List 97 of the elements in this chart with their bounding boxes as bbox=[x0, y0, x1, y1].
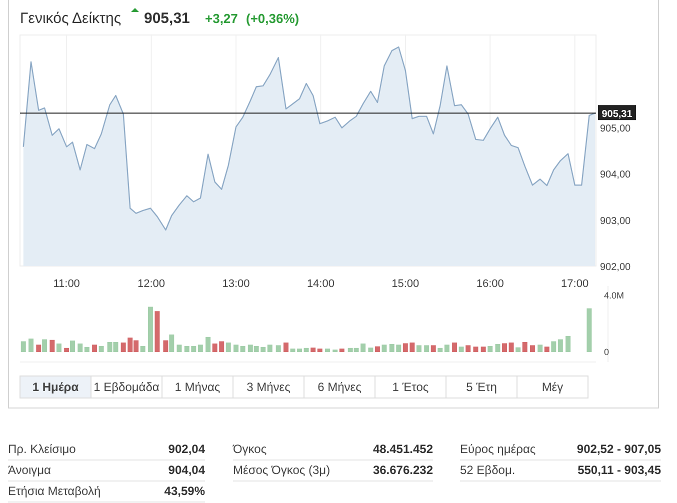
bar bbox=[516, 347, 521, 352]
bar bbox=[50, 340, 55, 352]
bar bbox=[473, 346, 478, 352]
text: 43,59% bbox=[164, 484, 206, 498]
bar bbox=[176, 344, 182, 352]
category-label: 1 Εβδομάδα bbox=[94, 380, 160, 394]
text: Ετήσια Μεταβολή bbox=[8, 484, 101, 498]
y-tick-label: 903,00 bbox=[600, 216, 632, 227]
bar bbox=[163, 340, 168, 352]
bar bbox=[310, 348, 316, 352]
bar bbox=[452, 342, 458, 352]
text: Όγκος bbox=[232, 442, 267, 456]
bar bbox=[92, 344, 98, 352]
x-tick-label: 16:00 bbox=[476, 278, 504, 290]
bar bbox=[466, 345, 471, 352]
bar bbox=[154, 311, 160, 352]
x-tick-label: 13:00 bbox=[222, 278, 250, 290]
bar bbox=[206, 336, 211, 352]
bar bbox=[267, 344, 272, 352]
bar bbox=[480, 346, 486, 352]
bar bbox=[84, 346, 90, 352]
y-tick-label: 4.0M bbox=[604, 290, 624, 301]
bar bbox=[169, 334, 174, 352]
bar bbox=[444, 344, 450, 352]
bar bbox=[495, 344, 500, 352]
bar bbox=[424, 345, 430, 352]
text: 52 Εβδομ. bbox=[460, 463, 516, 477]
category-label: 3 Μήνες bbox=[246, 380, 291, 394]
category-label: 6 Μήνες bbox=[318, 380, 362, 394]
text: +3,27 bbox=[205, 11, 238, 26]
chart-title: Γενικός Δείκτης bbox=[20, 10, 122, 27]
bar bbox=[317, 348, 322, 352]
bar bbox=[339, 348, 344, 352]
bar bbox=[502, 343, 508, 352]
text: 550,11 - 903,45 bbox=[578, 463, 662, 477]
bar bbox=[276, 345, 281, 352]
bar bbox=[522, 342, 528, 352]
x-tick-label: 14:00 bbox=[306, 278, 334, 290]
y-tick-label: 902,00 bbox=[600, 262, 632, 273]
ref-line-label: 905,31 bbox=[602, 109, 633, 120]
bar bbox=[98, 346, 104, 352]
text: 904,04 bbox=[168, 463, 206, 477]
text: 48.451.452 bbox=[372, 442, 434, 456]
bar bbox=[368, 348, 374, 352]
x-tick-label: 15:00 bbox=[392, 278, 420, 290]
bar bbox=[508, 342, 514, 352]
category-label: 5 Έτη bbox=[466, 380, 497, 394]
text: (+0,36%) bbox=[246, 11, 300, 26]
bar bbox=[382, 344, 387, 352]
bar bbox=[148, 306, 153, 352]
bar bbox=[28, 338, 34, 352]
bar bbox=[240, 346, 246, 352]
bar bbox=[78, 344, 83, 352]
bar bbox=[140, 346, 146, 352]
y-tick-label: 0 bbox=[604, 347, 610, 357]
bar bbox=[438, 348, 443, 352]
bar bbox=[64, 348, 70, 352]
bar bbox=[226, 342, 231, 352]
text: 902,52 - 907,05 bbox=[576, 442, 662, 456]
bar bbox=[324, 348, 330, 352]
bar bbox=[458, 346, 464, 352]
bar bbox=[416, 345, 422, 352]
bar bbox=[36, 344, 42, 352]
bar bbox=[538, 344, 543, 352]
text: Πρ. Κλείσιμο bbox=[8, 442, 76, 456]
text: Μέσος Όγκος (3μ) bbox=[233, 463, 330, 477]
bar bbox=[558, 339, 563, 352]
bar bbox=[586, 308, 592, 352]
text: Εύρος ημέρας bbox=[460, 442, 536, 456]
text: 902,04 bbox=[168, 442, 206, 456]
bar bbox=[20, 341, 26, 352]
bar bbox=[374, 346, 380, 352]
category-label: Μέγ bbox=[542, 380, 564, 394]
category-label: 1 Έτος bbox=[392, 380, 429, 394]
bar bbox=[488, 346, 493, 352]
text: 36.676.232 bbox=[372, 463, 434, 477]
bar bbox=[42, 339, 48, 352]
x-tick-label: 11:00 bbox=[53, 278, 80, 290]
bar bbox=[283, 342, 288, 352]
x-tick-label: 17:00 bbox=[561, 278, 589, 290]
bar bbox=[70, 340, 76, 352]
bar bbox=[566, 336, 571, 352]
bar bbox=[198, 344, 203, 352]
bar bbox=[530, 345, 535, 352]
bar bbox=[304, 348, 309, 352]
bar bbox=[234, 344, 238, 352]
bar bbox=[430, 345, 436, 352]
category-label: 1 Μήνας bbox=[174, 380, 220, 394]
text: Άνοιγμα bbox=[8, 463, 52, 477]
bar bbox=[551, 341, 556, 352]
x-tick-label: 12:00 bbox=[138, 278, 166, 290]
text: 905,31 bbox=[144, 10, 190, 27]
category-label: 1 Ημέρα bbox=[32, 380, 80, 394]
bar bbox=[56, 344, 62, 352]
bar bbox=[544, 346, 550, 352]
y-tick-label: 904,00 bbox=[600, 170, 632, 181]
y-tick-label: 905,00 bbox=[600, 123, 632, 134]
